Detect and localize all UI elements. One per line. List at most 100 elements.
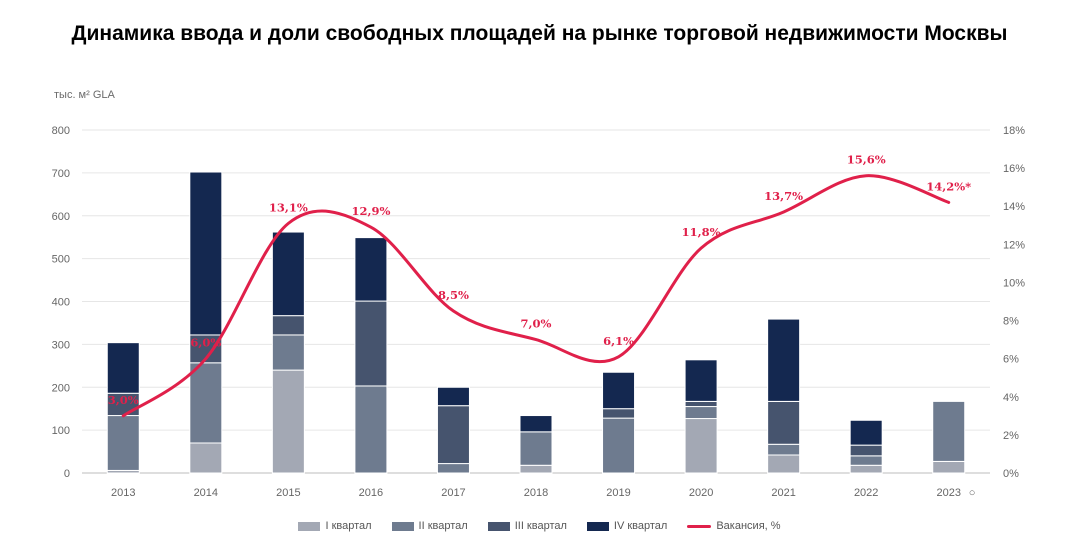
bar-segment-q3 xyxy=(602,408,636,419)
y2-tick-label: 4% xyxy=(1003,392,1019,404)
y2-tick-label: 2% xyxy=(1003,430,1019,442)
x-tick-label: 2016 xyxy=(359,487,383,499)
y-tick-label: 400 xyxy=(52,297,70,309)
legend-label-q4: IV квартал xyxy=(613,520,668,532)
x-tick-label: 2017 xyxy=(441,487,465,499)
legend-swatch-vacancy xyxy=(687,524,712,528)
y2-tick-label: 10% xyxy=(1003,277,1025,289)
bar-segment-q3 xyxy=(849,444,883,457)
x-tick-label: 2015 xyxy=(276,487,300,499)
y-tick-label: 100 xyxy=(52,425,70,437)
vacancy-label: 13,1% xyxy=(269,200,308,214)
x-tick-label: 2019 xyxy=(606,487,630,499)
y2-tick-label: 12% xyxy=(1003,239,1025,251)
vacancy-line-path xyxy=(121,174,951,418)
bar-segment-q4 xyxy=(767,318,801,402)
legend-swatch-q2 xyxy=(391,521,414,531)
vacancy-label: 8,5% xyxy=(438,288,469,302)
bar-segment-q4 xyxy=(684,359,718,402)
bar-segment-q1 xyxy=(684,418,718,474)
bar-segment-q3 xyxy=(271,315,305,336)
bar-segment-q4 xyxy=(271,231,305,317)
x-tick-label: 2020 xyxy=(689,487,713,499)
vacancy-label: 12,9% xyxy=(351,204,390,218)
bar-segment-q1 xyxy=(271,369,305,474)
vacancy-label: 6,0% xyxy=(190,336,221,350)
vacancy-line xyxy=(121,174,951,418)
bar-segment-q4 xyxy=(106,342,140,394)
bar-segment-q1 xyxy=(519,464,553,474)
bar-segment-q3 xyxy=(436,405,470,465)
bar-segment-q4 xyxy=(519,415,553,433)
bar-segment-q4 xyxy=(436,386,470,407)
legend-label-q1: I квартал xyxy=(325,520,372,532)
bar-segment-q3 xyxy=(354,300,388,387)
vacancy-label: 6,1% xyxy=(603,334,634,348)
bar-segment-q4 xyxy=(354,237,388,302)
vacancy-label: 11,8% xyxy=(682,225,721,239)
chart-title: Динамика ввода и доли свободных площадей… xyxy=(71,22,1008,45)
bar-segment-q1 xyxy=(189,442,223,474)
y2-tick-label: 8% xyxy=(1003,316,1019,328)
bar-segment-q1 xyxy=(849,464,883,474)
y2-tick-label: 0% xyxy=(1003,468,1019,480)
legend-swatch-q4 xyxy=(586,521,609,531)
y2-tick-label: 18% xyxy=(1003,125,1025,137)
bar-segment-q2 xyxy=(189,362,223,444)
stacked-bars xyxy=(106,171,966,474)
legend-swatch-q1 xyxy=(298,521,321,531)
bar-segment-q2 xyxy=(932,400,966,462)
y-axis-unit-label: тыс. м² GLA xyxy=(54,89,115,101)
vacancy-label: 3,0% xyxy=(108,393,139,407)
bar-segment-q2 xyxy=(684,406,718,420)
legend-item-q4: IV квартал xyxy=(586,520,668,532)
bar-segment-q4 xyxy=(602,371,636,410)
vacancy-labels: 3,0% 6,0% 13,1% 12,9% 8,5% 7,0% 6,1% 11,8% 13,7%… xyxy=(108,153,971,407)
x-tick-marker: ○ xyxy=(969,487,976,499)
vacancy-label: 7,0% xyxy=(521,317,552,331)
legend-item-q3: III квартал xyxy=(487,520,567,532)
y-tick-label: 0 xyxy=(64,468,70,480)
legend-label-vacancy: Вакансия, % xyxy=(716,520,781,532)
bar-segment-q2 xyxy=(271,334,305,371)
legend: I квартал II квартал III квартал IV квар… xyxy=(0,520,1079,532)
legend-swatch-q3 xyxy=(487,521,510,531)
y2-tick-label: 16% xyxy=(1003,163,1025,175)
bar-segment-q4 xyxy=(849,419,883,446)
legend-item-q2: II квартал xyxy=(391,520,468,532)
vacancy-label: 15,6% xyxy=(847,153,886,167)
y2-tick-label: 6% xyxy=(1003,354,1019,366)
x-axis-ticks: 2013 2014 2015 2016 2017 2018 2019 2020 2021 2022… xyxy=(111,487,975,499)
bar-segment-q1 xyxy=(932,460,966,474)
x-tick-label: 2022 xyxy=(854,487,878,499)
bar-segment-q2 xyxy=(106,415,140,471)
vacancy-label: 14,2%* xyxy=(926,179,971,193)
y-tick-label: 500 xyxy=(52,254,70,266)
legend-label-q3: III квартал xyxy=(514,520,567,532)
bar-segment-q2 xyxy=(354,385,388,474)
y2-axis-ticks: 0% 2% 4% 6% 8% 10% 12% 14% 16% 18% xyxy=(1003,125,1025,480)
y-tick-label: 200 xyxy=(52,382,70,394)
x-tick-label: 2013 xyxy=(111,487,135,499)
legend-item-vacancy: Вакансия, % xyxy=(687,520,781,532)
y-tick-label: 700 xyxy=(52,168,70,180)
x-tick-label: 2014 xyxy=(194,487,218,499)
bar-segment-q2 xyxy=(849,455,883,466)
y-tick-label: 800 xyxy=(52,125,70,137)
legend-label-q2: II квартал xyxy=(418,520,468,532)
x-tick-label: 2021 xyxy=(771,487,795,499)
vacancy-label: 13,7% xyxy=(764,189,803,203)
legend-item-q1: I квартал xyxy=(298,520,372,532)
bar-segment-q1 xyxy=(767,454,801,474)
bar-segment-q2 xyxy=(519,431,553,466)
y-axis-ticks: 0 100 200 300 400 500 600 700 800 xyxy=(52,125,70,480)
y-tick-label: 300 xyxy=(52,339,70,351)
bar-segment-q4 xyxy=(189,171,223,336)
bar-segment-q2 xyxy=(767,443,801,456)
bar-segment-q3 xyxy=(767,400,801,445)
bar-segment-q2 xyxy=(602,417,636,474)
y2-tick-label: 14% xyxy=(1003,201,1025,213)
x-tick-label: 2023 xyxy=(936,487,960,499)
bar-segment-q2 xyxy=(436,463,470,474)
